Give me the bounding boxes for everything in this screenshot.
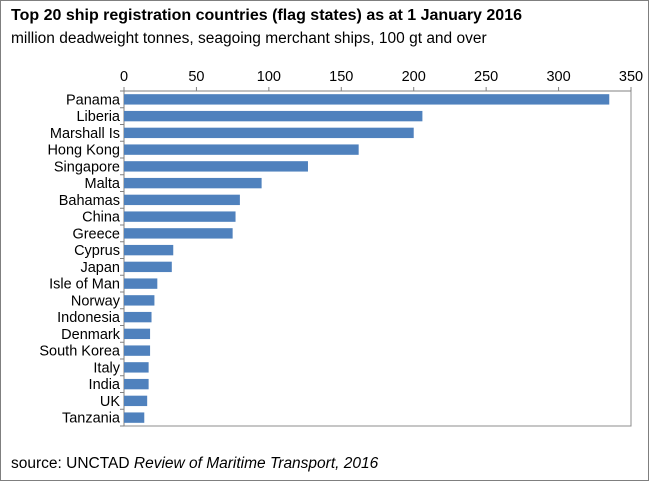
chart-title: Top 20 ship registration countries (flag… [11, 7, 522, 24]
chart-subtitle: million deadweight tonnes, seagoing merc… [11, 30, 487, 47]
category-label: Marshall Is [50, 126, 120, 142]
category-label: India [89, 377, 121, 393]
category-label: Japan [80, 260, 120, 276]
bar [124, 228, 233, 239]
source-prefix: source: UNCTAD [11, 455, 134, 472]
category-label: China [82, 210, 121, 226]
category-label: Bahamas [59, 193, 120, 209]
x-tick-label: 100 [257, 69, 281, 85]
bar [124, 311, 152, 323]
bar [124, 244, 174, 256]
category-label: South Korea [39, 344, 121, 360]
category-label: Singapore [54, 159, 120, 175]
bar [124, 211, 236, 222]
bar [124, 161, 308, 172]
x-tick-label: 300 [546, 69, 570, 85]
category-label: Malta [85, 176, 121, 192]
bar [124, 345, 151, 356]
category-label: Italy [93, 360, 120, 376]
bar [124, 362, 149, 373]
bar [124, 295, 155, 306]
x-tick-label: 150 [329, 69, 353, 85]
bar [124, 94, 610, 105]
bar [124, 328, 151, 340]
category-label: Norway [71, 293, 121, 309]
x-tick-label: 250 [474, 69, 498, 85]
x-tick-label: 0 [120, 69, 128, 85]
x-tick-label: 50 [188, 69, 204, 85]
bar-chart: 0 50 100 150 200 250 300 350 PanamaLiberiaMarsha… [39, 69, 643, 427]
bar [124, 194, 240, 206]
bar [124, 144, 359, 155]
bar [124, 177, 262, 189]
category-label: Cyprus [74, 243, 120, 259]
category-label: Liberia [76, 109, 120, 125]
category-label: Indonesia [57, 310, 121, 326]
category-label: Panama [66, 92, 121, 108]
category-label: Tanzania [62, 411, 121, 427]
bar [124, 127, 414, 139]
x-tick-label: 200 [402, 69, 426, 85]
category-label: Isle of Man [49, 277, 120, 293]
category-label: Denmark [61, 327, 121, 343]
category-label: Greece [72, 226, 120, 242]
bar [124, 261, 172, 273]
bar [124, 378, 149, 390]
plot-border [123, 90, 632, 427]
category-label: Hong Kong [47, 143, 120, 159]
bar [124, 395, 148, 407]
source-publication: Review of Maritime Transport, 2016 [133, 455, 379, 472]
bar [124, 278, 158, 289]
plot-area: 0 50 100 150 200 250 300 350 PanamaLiberiaMarsha… [39, 69, 643, 427]
x-tick-label: 350 [619, 69, 643, 85]
bar [124, 110, 423, 122]
bar [124, 412, 145, 423]
category-label: UK [100, 394, 120, 410]
source-note: source: UNCTAD Review of Maritime Transp… [11, 455, 378, 473]
